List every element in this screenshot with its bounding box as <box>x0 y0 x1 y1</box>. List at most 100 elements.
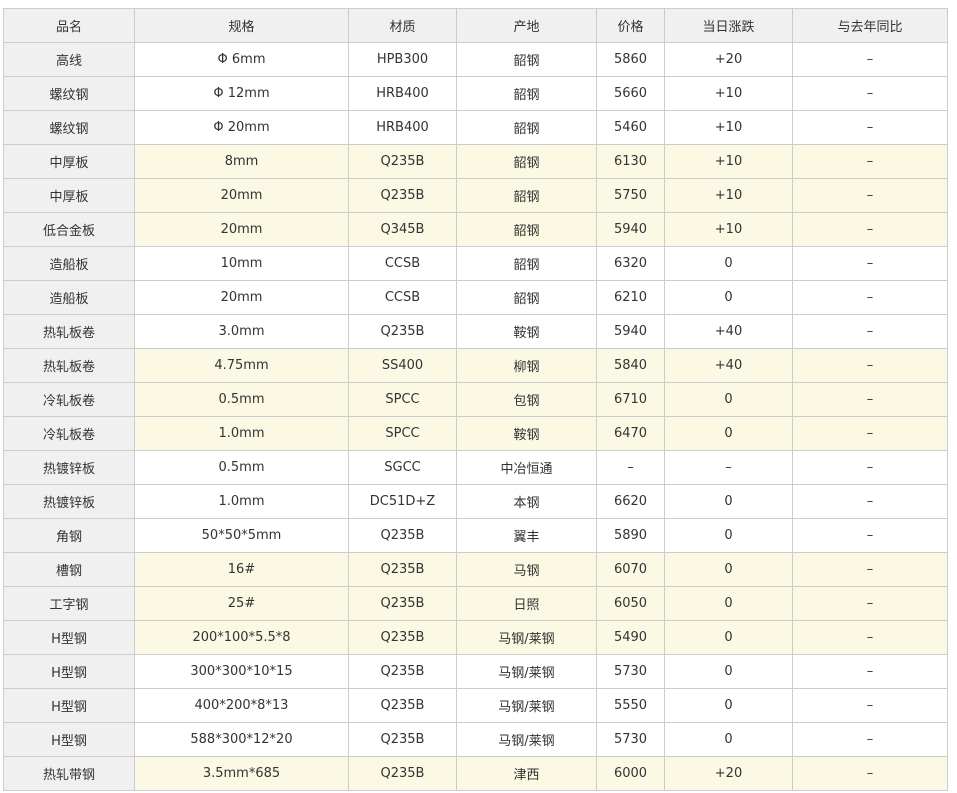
cell-change: 0 <box>664 246 793 281</box>
cell-material: SGCC <box>348 450 457 485</box>
cell-spec: 20mm <box>134 212 349 247</box>
cell-material: Q235B <box>348 722 457 757</box>
cell-name: 高线 <box>3 42 135 77</box>
cell-spec: 16# <box>134 552 349 587</box>
cell-name: 热镀锌板 <box>3 484 135 519</box>
cell-origin: 马钢 <box>456 552 597 587</box>
cell-price: 6210 <box>596 280 665 315</box>
cell-change: 0 <box>664 280 793 315</box>
cell-origin: 马钢/莱钢 <box>456 620 597 655</box>
cell-material: Q345B <box>348 212 457 247</box>
table-row: 角钢 50*50*5mm Q235B 翼丰 5890 0– <box>3 518 948 553</box>
table-row: 低合金板 20mm Q345B 韶钢 5940 +10– <box>3 212 948 247</box>
cell-yoy: – <box>792 654 948 689</box>
cell-origin: 韶钢 <box>456 110 597 145</box>
cell-origin: 马钢/莱钢 <box>456 688 597 723</box>
cell-name: 热镀锌板 <box>3 450 135 485</box>
cell-material: Q235B <box>348 314 457 349</box>
cell-spec: Φ 12mm <box>134 76 349 111</box>
cell-name: H型钢 <box>3 688 135 723</box>
cell-change: 0 <box>664 688 793 723</box>
table-row: 冷轧板卷 0.5mm SPCC 包钢 6710 0– <box>3 382 948 417</box>
cell-spec: 8mm <box>134 144 349 179</box>
cell-price: 6070 <box>596 552 665 587</box>
column-header-name: 品名 <box>3 8 135 43</box>
table-row: 热轧板卷 3.0mm Q235B 鞍钢 5940 +40– <box>3 314 948 349</box>
table-row: H型钢 300*300*10*15 Q235B 马钢/莱钢 5730 0– <box>3 654 948 689</box>
table-row: 中厚板 20mm Q235B 韶钢 5750 +10– <box>3 178 948 213</box>
cell-material: Q235B <box>348 756 457 791</box>
cell-origin: 韶钢 <box>456 280 597 315</box>
cell-price: 5750 <box>596 178 665 213</box>
cell-origin: 马钢/莱钢 <box>456 722 597 757</box>
cell-price: 5840 <box>596 348 665 383</box>
cell-price: – <box>596 450 665 485</box>
cell-spec: 3.5mm*685 <box>134 756 349 791</box>
cell-price: 6050 <box>596 586 665 621</box>
cell-material: CCSB <box>348 246 457 281</box>
cell-name: 热轧带钢 <box>3 756 135 791</box>
cell-origin: 马钢/莱钢 <box>456 654 597 689</box>
cell-price: 6470 <box>596 416 665 451</box>
cell-change: 0 <box>664 552 793 587</box>
cell-name: 工字钢 <box>3 586 135 621</box>
cell-change: +10 <box>664 110 793 145</box>
cell-material: SS400 <box>348 348 457 383</box>
cell-price: 5940 <box>596 212 665 247</box>
cell-yoy: – <box>792 484 948 519</box>
cell-price: 5490 <box>596 620 665 655</box>
cell-change: 0 <box>664 722 793 757</box>
column-header-change: 当日涨跌 <box>664 8 793 43</box>
cell-origin: 韶钢 <box>456 144 597 179</box>
cell-spec: 20mm <box>134 178 349 213</box>
column-header-material: 材质 <box>348 8 457 43</box>
column-header-yoy: 与去年同比 <box>792 8 948 43</box>
cell-spec: 10mm <box>134 246 349 281</box>
cell-yoy: – <box>792 110 948 145</box>
table-row: 热轧板卷 4.75mm SS400 柳钢 5840 +40– <box>3 348 948 383</box>
cell-price: 5890 <box>596 518 665 553</box>
cell-material: Q235B <box>348 178 457 213</box>
cell-change: 0 <box>664 382 793 417</box>
table-row: 螺纹钢 Φ 12mm HRB400 韶钢 5660 +10– <box>3 76 948 111</box>
cell-name: 热轧板卷 <box>3 348 135 383</box>
table-row: H型钢 588*300*12*20 Q235B 马钢/莱钢 5730 0– <box>3 722 948 757</box>
table-row: 热镀锌板 1.0mm DC51D+Z 本钢 6620 0– <box>3 484 948 519</box>
cell-name: 造船板 <box>3 246 135 281</box>
cell-yoy: – <box>792 246 948 281</box>
cell-spec: 400*200*8*13 <box>134 688 349 723</box>
cell-spec: 1.0mm <box>134 416 349 451</box>
cell-origin: 翼丰 <box>456 518 597 553</box>
cell-spec: 3.0mm <box>134 314 349 349</box>
cell-price: 5730 <box>596 722 665 757</box>
cell-material: Q235B <box>348 654 457 689</box>
cell-name: 热轧板卷 <box>3 314 135 349</box>
cell-yoy: – <box>792 314 948 349</box>
cell-material: Q235B <box>348 620 457 655</box>
cell-origin: 包钢 <box>456 382 597 417</box>
cell-change: 0 <box>664 620 793 655</box>
cell-material: HRB400 <box>348 76 457 111</box>
cell-spec: 4.75mm <box>134 348 349 383</box>
table-row: H型钢 400*200*8*13 Q235B 马钢/莱钢 5550 0– <box>3 688 948 723</box>
cell-name: H型钢 <box>3 654 135 689</box>
cell-change: +10 <box>664 212 793 247</box>
table-row: 造船板 20mm CCSB 韶钢 6210 0– <box>3 280 948 315</box>
table-row: 螺纹钢 Φ 20mm HRB400 韶钢 5460 +10– <box>3 110 948 145</box>
cell-name: 螺纹钢 <box>3 110 135 145</box>
table-row: 造船板 10mm CCSB 韶钢 6320 0– <box>3 246 948 281</box>
cell-change: 0 <box>664 518 793 553</box>
cell-name: 螺纹钢 <box>3 76 135 111</box>
cell-spec: 0.5mm <box>134 450 349 485</box>
cell-name: 造船板 <box>3 280 135 315</box>
cell-price: 5660 <box>596 76 665 111</box>
cell-material: CCSB <box>348 280 457 315</box>
cell-price: 5460 <box>596 110 665 145</box>
cell-origin: 韶钢 <box>456 76 597 111</box>
cell-price: 6710 <box>596 382 665 417</box>
cell-spec: 20mm <box>134 280 349 315</box>
cell-spec: 200*100*5.5*8 <box>134 620 349 655</box>
cell-change: +10 <box>664 178 793 213</box>
cell-origin: 津西 <box>456 756 597 791</box>
cell-yoy: – <box>792 620 948 655</box>
